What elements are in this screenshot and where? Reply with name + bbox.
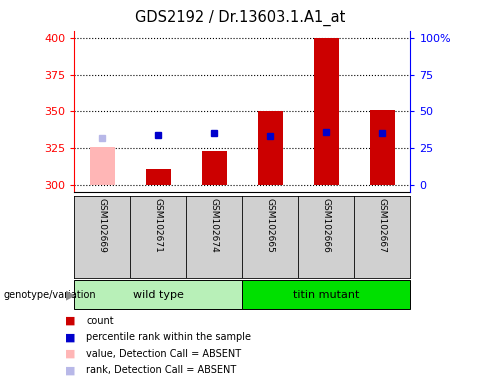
Text: GSM102665: GSM102665 [266,198,275,253]
Bar [258,111,283,185]
Text: rank, Detection Call = ABSENT: rank, Detection Call = ABSENT [86,365,237,375]
Text: ■: ■ [65,316,75,326]
Bar [146,169,171,185]
Text: titin mutant: titin mutant [293,290,360,300]
Text: GSM102671: GSM102671 [154,198,163,253]
Text: value, Detection Call = ABSENT: value, Detection Call = ABSENT [86,349,241,359]
Text: GSM102669: GSM102669 [98,198,107,253]
Text: ■: ■ [65,349,75,359]
FancyBboxPatch shape [74,280,242,309]
FancyBboxPatch shape [242,280,410,309]
Text: GSM102666: GSM102666 [322,198,331,253]
Text: ■: ■ [65,332,75,342]
Bar [370,110,395,185]
Bar [90,147,115,185]
Text: GDS2192 / Dr.13603.1.A1_at: GDS2192 / Dr.13603.1.A1_at [135,10,345,26]
Bar [202,151,227,185]
Text: GSM102667: GSM102667 [378,198,387,253]
Bar [314,38,339,185]
Text: percentile rank within the sample: percentile rank within the sample [86,332,252,342]
Text: genotype/variation: genotype/variation [4,290,96,300]
Text: ■: ■ [65,365,75,375]
Text: ▶: ▶ [66,288,76,301]
Text: wild type: wild type [133,290,184,300]
Text: count: count [86,316,114,326]
Text: GSM102674: GSM102674 [210,198,219,253]
